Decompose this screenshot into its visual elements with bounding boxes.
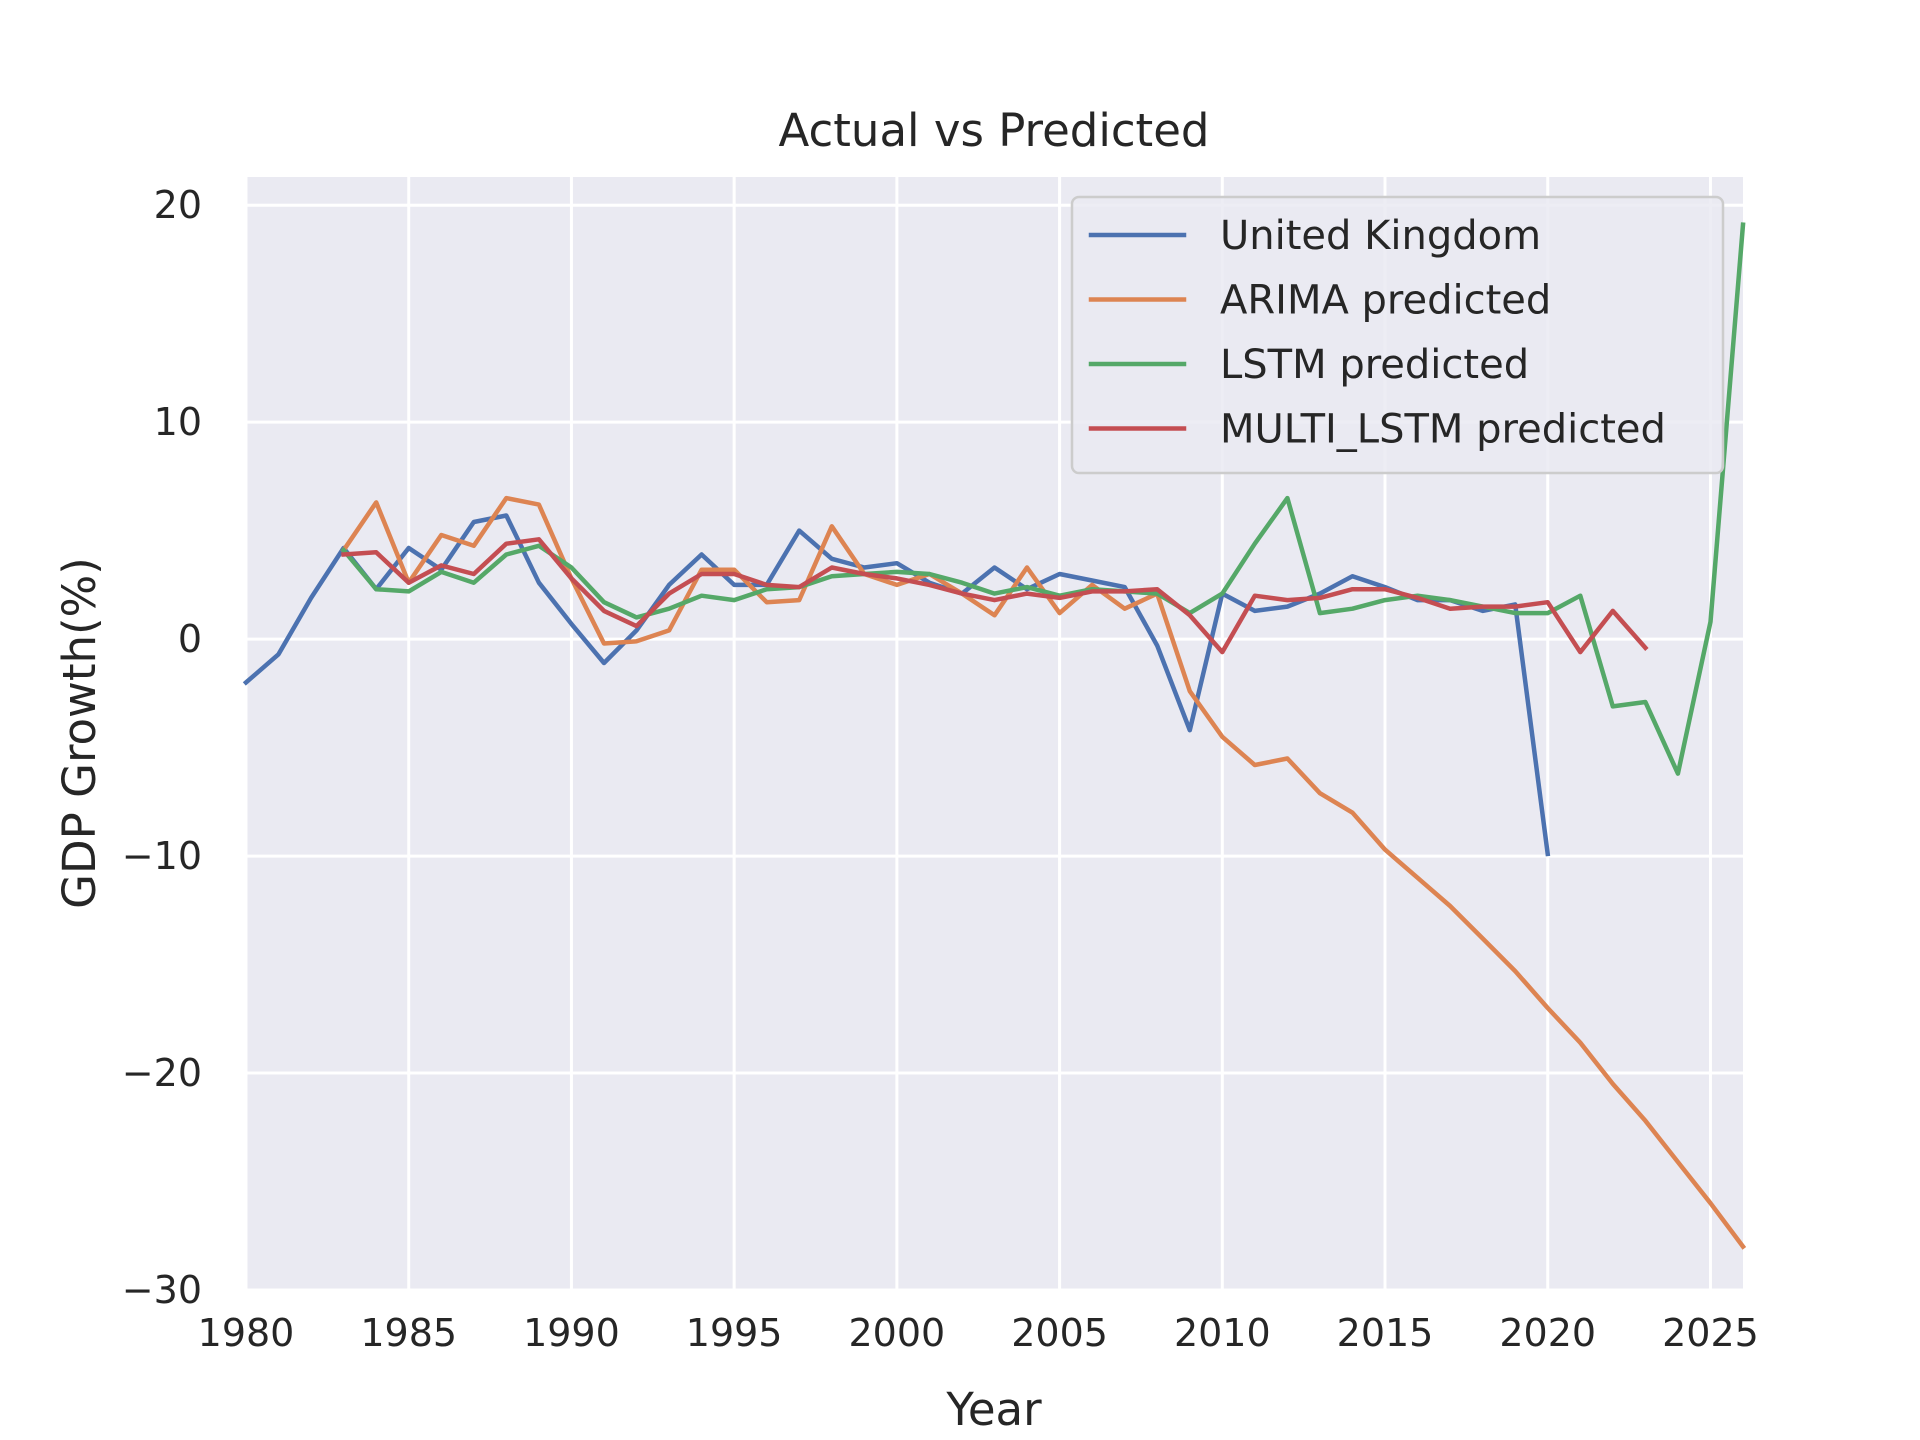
chart-title: Actual vs Predicted <box>779 104 1210 157</box>
x-tick-label: 2015 <box>1337 1311 1434 1355</box>
x-axis-label: Year <box>945 1383 1042 1436</box>
x-tick-labels: 1980 1985 1990 1995 2000 2005 2010 2015 2020 2025 <box>198 1311 1759 1355</box>
x-tick-label: 1990 <box>523 1311 620 1355</box>
y-axis-label: GDP Growth(%) <box>53 557 106 909</box>
series-line-united-kingdom <box>242 513 1551 857</box>
x-tick-label: 1980 <box>198 1311 295 1355</box>
legend-frame <box>1070 195 1725 475</box>
x-tick-label: 2025 <box>1662 1311 1759 1355</box>
series-line-multi-lstm-predicted <box>341 537 1649 655</box>
x-tick-label: 2020 <box>1499 1311 1596 1355</box>
legend-label: MULTI_LSTM predicted <box>1220 407 1666 453</box>
y-tick-label: −30 <box>122 1268 202 1312</box>
y-tick-labels: 20 10 0 −10 −20 −30 <box>122 183 202 1312</box>
y-tick-label: 10 <box>154 400 202 444</box>
series-line-lstm-predicted <box>340 222 1746 776</box>
x-tick-label: 2000 <box>849 1311 946 1355</box>
legend-label: LSTM predicted <box>1220 342 1529 388</box>
legend-label: ARIMA predicted <box>1220 278 1551 324</box>
x-tick-label: 1985 <box>360 1311 457 1355</box>
legend: United Kingdom ARIMA predicted LSTM predic… <box>1070 195 1725 475</box>
y-tick-label: 20 <box>154 183 202 227</box>
y-tick-label: 0 <box>178 617 202 661</box>
x-tick-label: 2005 <box>1011 1311 1108 1355</box>
series-layer <box>242 222 1747 1250</box>
x-tick-label: 1995 <box>686 1311 783 1355</box>
y-tick-label: −10 <box>122 834 202 878</box>
x-tick-label: 2010 <box>1174 1311 1271 1355</box>
legend-label: United Kingdom <box>1220 213 1541 259</box>
y-tick-label: −20 <box>122 1051 202 1095</box>
